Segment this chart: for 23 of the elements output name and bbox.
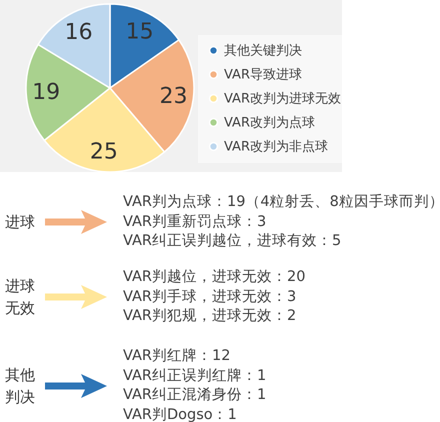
legend-label: VAR改判为非点球: [224, 140, 328, 154]
text: VAR判越位，进球无效：20: [123, 268, 306, 287]
text: 进球无效: [5, 276, 35, 320]
data-label: 19: [32, 80, 60, 106]
text: VAR判为点球：19（4粒射丢、8粒因手球而判）: [123, 193, 440, 212]
data-label: 25: [90, 140, 118, 165]
data-label: 16: [64, 20, 93, 46]
text: 进球: [5, 212, 35, 234]
text: VAR纠正误判红牌：1: [123, 366, 266, 386]
text: VAR判手球，进球无效：3: [123, 288, 298, 306]
legend-label: VAR改判为进球无效: [224, 92, 341, 106]
data-label: 15: [126, 19, 154, 44]
legend-label: 其他关键判决: [224, 44, 302, 58]
text: VAR判重新罚点球：3: [123, 212, 268, 232]
text: VAR判Dogso：1: [123, 406, 238, 422]
text: VAR纠正混淆身份：1: [123, 386, 266, 405]
data-label: 23: [159, 84, 188, 110]
text: VAR判犯规，进球无效：2: [123, 307, 298, 326]
text: 其他判决: [5, 365, 35, 408]
text: VAR判红牌：12: [123, 347, 232, 366]
legend-label: VAR改判为点球: [224, 116, 315, 130]
legend-label: VAR导致进球: [224, 68, 302, 82]
text: VAR纠正误判越位，进球有效：5: [123, 232, 342, 251]
